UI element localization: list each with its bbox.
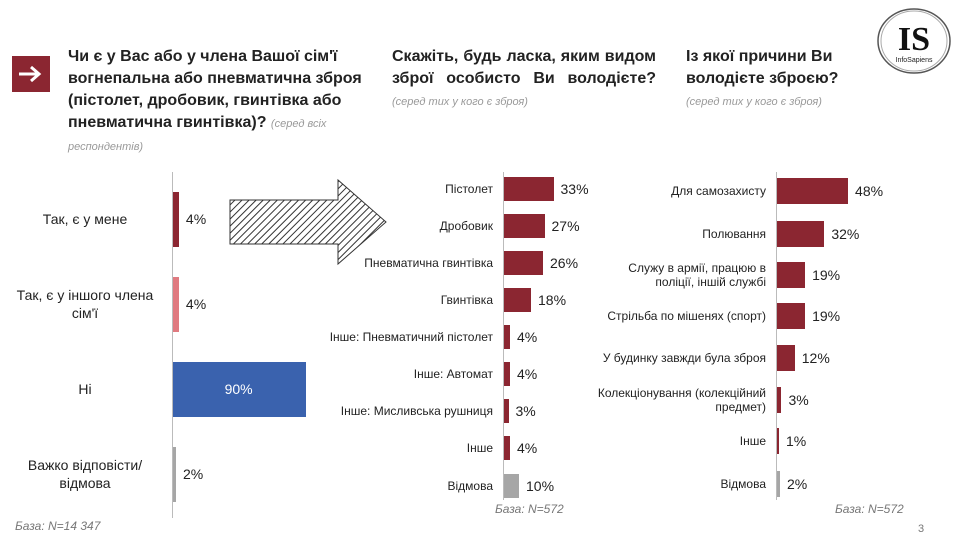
question-2: Скажіть, будь ласка, яким видом зброї ос… (392, 46, 656, 113)
chart-2-category-label: Інше (466, 441, 493, 455)
question-1-title: Чи є у Вас або у члена Вашої сім'ї вогне… (68, 48, 362, 131)
chart-3-value-label: 12% (801, 350, 830, 366)
question-3: Із якої причини Ви володієте зброєю? (се… (686, 46, 866, 113)
chart-2-bar (504, 251, 543, 275)
chart-2-category-label: Дробовик (439, 219, 493, 233)
base-chart-2: База: N=572 (495, 502, 564, 516)
chart-3-category-label: Полювання (702, 227, 766, 241)
chart-3-category-label: Колекціонування (колекційний предмет) (597, 386, 766, 414)
chart-3-bar (777, 303, 806, 329)
chart-2-bar (504, 288, 531, 312)
chart-3-value-label: 2% (786, 476, 808, 492)
chart-2-bar (504, 177, 554, 201)
chart-2-value-label: 3% (515, 403, 536, 419)
chart-1-bar (173, 191, 179, 247)
chart-2-value-label: 10% (526, 478, 555, 494)
chart-1-category-label: Так, є у іншого члена сім'ї (16, 287, 154, 321)
question-3-title: Із якої причини Ви володієте зброєю? (686, 48, 839, 87)
page-number: 3 (918, 523, 925, 535)
chart-2-value-label: 4% (517, 440, 538, 456)
chart-3-category-label: Відмова (720, 477, 766, 491)
chart-2-bar (504, 362, 510, 386)
chart-1-value-label: 90% (224, 381, 253, 397)
chart-2-value-label: 26% (550, 255, 579, 271)
chart-3-category-label: У будинку завжди була зброя (602, 351, 766, 365)
chart-3-category-label: Стрільба по мішенях (спорт) (607, 309, 766, 323)
chart-3-category-label: Для самозахисту (671, 184, 766, 198)
chart-3-value-label: 1% (786, 433, 807, 449)
chart-2-category-label: Відмова (447, 479, 493, 493)
chart-2-value-label: 27% (551, 218, 580, 234)
chart-3-bar (777, 221, 825, 247)
question-2-title: Скажіть, будь ласка, яким видом зброї ос… (392, 48, 656, 87)
chart-3-value-label: 48% (855, 183, 884, 199)
chart-1-category-label: Так, є у мене (42, 211, 128, 227)
chart-1-bar (173, 361, 307, 417)
chart-2-category-label: Інше: Мисливська рушниця (340, 404, 493, 418)
hatched-arrow-icon (229, 178, 387, 266)
chart-2-bar (504, 325, 510, 349)
infosapiens-logo: IS InfoSapiens (874, 6, 954, 81)
question-1: Чи є у Вас або у члена Вашої сім'ї вогне… (68, 46, 368, 158)
chart-2-bar (504, 474, 519, 498)
chart-3-value-label: 3% (788, 392, 809, 408)
chart-3-value-label: 19% (812, 308, 841, 324)
chart-3-category-label: Інше (739, 434, 766, 448)
chart-2-bar (504, 436, 510, 460)
chart-1-bar (173, 446, 176, 502)
logo-subtext: InfoSapiens (896, 57, 933, 64)
question-3-note: (серед тих у кого є зброя) (686, 96, 822, 108)
chart-2-axis (503, 172, 504, 500)
chart-2-category-label: Пістолет (445, 182, 493, 196)
question-2-note: (серед тих у кого є зброя) (392, 96, 528, 108)
base-chart-1: База: N=14 347 (15, 519, 101, 533)
chart-2-category-label: Гвинтівка (440, 293, 493, 307)
chart-2-value-label: 4% (517, 329, 538, 345)
chart-2-category-label: Інше: Автомат (413, 367, 493, 381)
chart-3-bar (777, 387, 782, 413)
chart-2-category-label: Пневматична гвинтівка (364, 256, 493, 270)
chart-2-value-label: 18% (538, 292, 567, 308)
chart-3-bar (777, 428, 779, 454)
chart-3-bar (777, 345, 795, 371)
chart-3-axis (776, 172, 777, 500)
chart-3-bar (777, 471, 780, 497)
chart-3-value-label: 32% (831, 226, 860, 242)
chart-2-value-label: 33% (560, 181, 589, 197)
chart-3-bar (777, 262, 806, 288)
chart-1-value-label: 2% (182, 466, 204, 482)
arrow-right-icon (12, 56, 50, 92)
chart-3-category-label: Служу в армії, працюю в поліції, іншій с… (628, 261, 766, 289)
chart-3-bar (777, 178, 849, 204)
chart-2-bar (504, 214, 545, 238)
chart-1-bar (173, 276, 179, 332)
logo-text: IS (898, 21, 930, 58)
chart-2-bar (504, 399, 509, 423)
chart-2-value-label: 4% (517, 366, 538, 382)
chart-2-category-label: Інше: Пневматичний пістолет (329, 330, 493, 344)
chart-1-value-label: 4% (185, 296, 207, 312)
chart-3-value-label: 19% (812, 267, 841, 283)
question-1-note: (серед всіх респондентів) (68, 118, 327, 153)
base-chart-3: База: N=572 (835, 502, 904, 516)
chart-1-category-label: Важко відповісти/ відмова (27, 457, 143, 491)
chart-1-value-label: 4% (185, 211, 207, 227)
chart-1-category-label: Ні (78, 381, 92, 397)
chart-1-axis (172, 172, 173, 518)
